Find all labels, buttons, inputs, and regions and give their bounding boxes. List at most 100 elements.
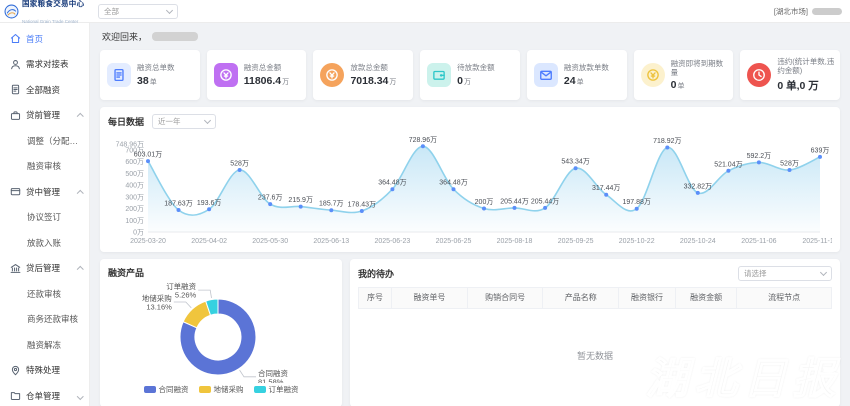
sidebar-item-8[interactable]: 放款入账: [0, 230, 89, 256]
briefcase-icon: [10, 110, 21, 121]
data-point: [695, 190, 700, 195]
data-point: [818, 154, 822, 159]
stat-unit: 万: [464, 78, 471, 86]
chevron-up-icon: [76, 113, 83, 120]
svg-text:185.7万: 185.7万: [319, 199, 344, 207]
date-range-select[interactable]: 近一年: [152, 113, 217, 129]
logo-title: 国家粮食交易中心: [22, 0, 85, 9]
legend-label: 合同融资: [158, 384, 189, 394]
sidebar-item-11[interactable]: 商务还款审核: [0, 307, 89, 333]
sidebar-item-label: 还款审核: [27, 288, 62, 299]
todo-filter-select[interactable]: 请选择: [738, 265, 832, 281]
sidebar-item-3[interactable]: 贷前管理: [0, 103, 89, 129]
data-point: [573, 165, 578, 170]
sidebar-item-2[interactable]: 全部融资: [0, 77, 89, 103]
folder-icon: [10, 390, 21, 401]
svg-text:2025-03-20: 2025-03-20: [130, 238, 166, 245]
svg-text:237.6万: 237.6万: [258, 193, 283, 201]
todo-column-header: 融资银行: [618, 286, 676, 309]
stat-value: 24单: [563, 74, 584, 87]
sidebar-item-7[interactable]: 协议签订: [0, 205, 89, 231]
svg-text:215.9万: 215.9万: [288, 196, 313, 204]
sidebar-item-14[interactable]: 仓单管理: [0, 383, 89, 406]
sidebar-item-13[interactable]: 特殊处理: [0, 358, 89, 384]
svg-text:197.88万: 197.88万: [622, 198, 650, 206]
chevron-up-icon: [76, 189, 83, 197]
stat-unit: 单: [149, 78, 157, 86]
products-legend: 合同融资 地储采购 订单融资: [108, 384, 334, 395]
sidebar-item-9[interactable]: 贷后管理: [0, 256, 89, 282]
stat-unit: 万: [282, 78, 290, 86]
chevron-down-icon: [76, 392, 83, 399]
sidebar-item-label: 融资解冻: [27, 339, 62, 350]
sidebar-item-label: 贷后管理: [26, 263, 61, 274]
todo-filter-value: 请选择: [744, 268, 767, 278]
data-point: [329, 207, 334, 212]
stat-card-3: 待放款金额 0万: [420, 50, 520, 100]
svg-text:200万: 200万: [475, 198, 494, 206]
stat-unit: 单: [576, 78, 584, 86]
stat-unit: 单: [677, 83, 685, 91]
user-menu[interactable]: [湖北市场]: [774, 6, 842, 17]
stat-unit: 万: [389, 78, 397, 86]
svg-text:600万: 600万: [125, 158, 144, 166]
legend-swatch: [143, 385, 156, 393]
todo-column-header: 序号: [357, 286, 393, 309]
redacted-username: [812, 7, 842, 15]
svg-text:543.34万: 543.34万: [561, 157, 589, 165]
stat-label: 放款总金额: [350, 63, 388, 73]
stat-value: 0单: [670, 79, 685, 92]
sidebar-item-12[interactable]: 融资解冻: [0, 332, 89, 358]
data-point: [207, 207, 212, 212]
data-point: [451, 186, 456, 191]
doc-icon: [10, 84, 21, 95]
svg-text:718.92万: 718.92万: [653, 137, 681, 145]
svg-text:2025-08-18: 2025-08-18: [497, 238, 533, 245]
donut-slice: [179, 298, 257, 376]
sidebar-item-6[interactable]: 贷中管理: [0, 179, 89, 205]
data-point: [390, 186, 395, 191]
legend-item[interactable]: 地储采购: [198, 384, 244, 395]
sidebar-item-0[interactable]: 首页: [0, 26, 89, 52]
legend-swatch: [198, 385, 211, 393]
legend-item[interactable]: 合同融资: [143, 384, 189, 395]
sidebar-item-10[interactable]: 还款审核: [0, 281, 89, 307]
stat-value: 11806.4万: [243, 74, 290, 87]
coin-icon: [320, 62, 345, 87]
chevron-up-icon: [76, 266, 83, 273]
sidebar-item-1[interactable]: 需求对接表: [0, 52, 89, 78]
stat-value: 0万: [457, 74, 471, 87]
daily-chart-title: 每日数据: [108, 116, 145, 127]
stat-card-5: 融资即将到期数量 0单: [633, 50, 734, 100]
todo-title: 我的待办: [358, 268, 395, 279]
stat-label: 融资即将到期数量: [670, 58, 724, 77]
svg-text:2025-06-13: 2025-06-13: [313, 238, 349, 245]
svg-text:100万: 100万: [125, 217, 144, 225]
sidebar-item-4[interactable]: 调整（分配）银行: [0, 128, 89, 154]
data-point: [298, 204, 303, 209]
money-icon: [213, 62, 238, 87]
wallet-icon: [427, 62, 452, 87]
svg-text:2025-09-25: 2025-09-25: [558, 238, 594, 245]
empty-state-text: 暂无数据: [576, 350, 613, 361]
svg-text:178.43万: 178.43万: [348, 200, 376, 208]
data-point: [176, 207, 181, 212]
stat-value: 0 单,0 万: [777, 79, 819, 92]
svg-text:2025-04-02: 2025-04-02: [191, 238, 227, 245]
sidebar-item-5[interactable]: 融资审核: [0, 154, 89, 180]
legend-label: 订单融资: [268, 384, 299, 394]
legend-item[interactable]: 订单融资: [253, 384, 299, 395]
svg-text:2025-05-30: 2025-05-30: [252, 238, 288, 245]
todo-column-header: 融资单号: [391, 286, 468, 309]
sidebar-item-label: 需求对接表: [26, 59, 69, 70]
market-filter-select[interactable]: 全部: [98, 3, 178, 19]
chevron-down-icon: [165, 6, 174, 14]
donut-chart-svg: 合同融资 81.58%地储采购 13.16%订单融资 5.26%: [142, 281, 289, 383]
data-point: [146, 158, 150, 163]
svg-text:317.44万: 317.44万: [592, 184, 620, 192]
sidebar-item-label: 放款入账: [27, 237, 62, 248]
data-point: [634, 206, 639, 211]
